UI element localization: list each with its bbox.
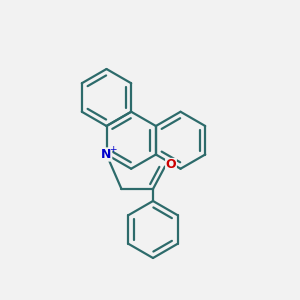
- Text: +: +: [109, 145, 117, 154]
- Text: O: O: [166, 158, 176, 172]
- Text: N: N: [101, 148, 112, 161]
